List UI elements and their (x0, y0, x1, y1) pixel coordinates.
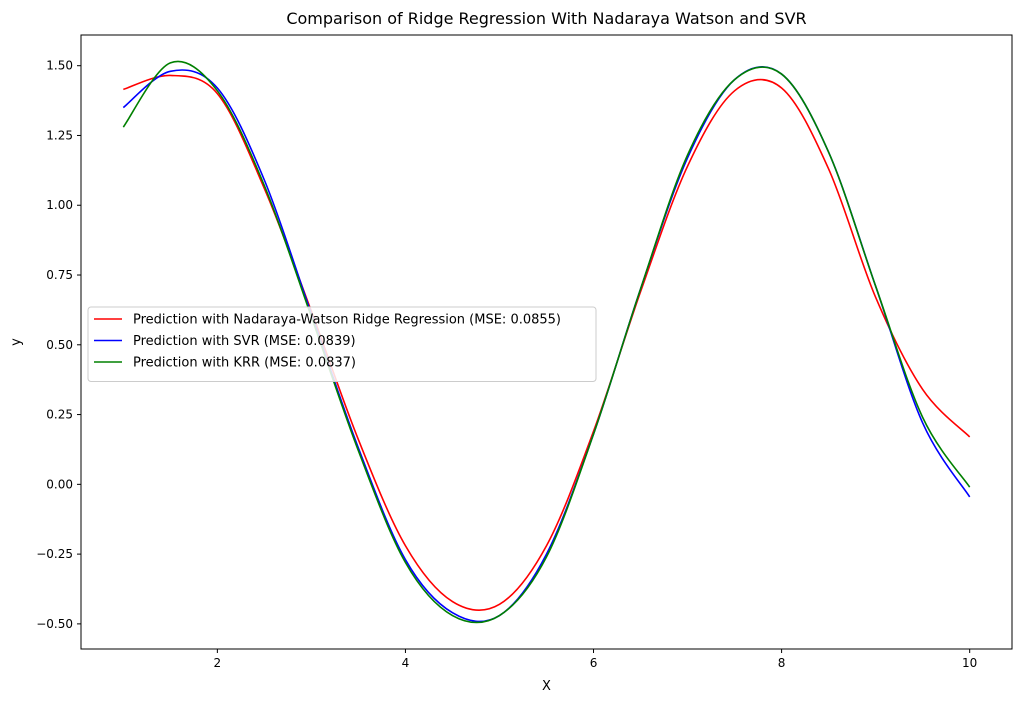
legend-label-svr: Prediction with SVR (MSE: 0.0839) (133, 334, 356, 349)
x-tick-label: 6 (590, 656, 598, 670)
series-line-krr (122, 60, 971, 624)
y-tick-label: −0.25 (36, 547, 73, 561)
y-axis-ticks: −0.50 −0.25 0.00 0.25 0.50 0.75 1.00 1.25 1.50 (36, 59, 81, 631)
y-tick-label: −0.50 (36, 617, 73, 631)
x-axis-ticks: 2 4 6 8 10 (214, 649, 977, 670)
x-tick-label: 2 (214, 656, 222, 670)
y-tick-label: 0.50 (46, 338, 73, 352)
y-tick-label: 1.50 (46, 59, 73, 73)
series-layer (122, 60, 971, 624)
legend-label-krr: Prediction with KRR (MSE: 0.0837) (133, 356, 356, 371)
x-tick-label: 10 (962, 656, 977, 670)
y-tick-label: 0.25 (46, 408, 73, 422)
x-tick-label: 8 (778, 656, 786, 670)
legend-label-nadaraya-watson: Prediction with Nadaraya-Watson Ridge Re… (133, 313, 561, 328)
y-axis-label: y (9, 338, 24, 346)
y-tick-label: 0.00 (46, 477, 73, 491)
y-tick-label: 1.00 (46, 198, 73, 212)
y-tick-label: 1.25 (46, 128, 73, 142)
legend-box (87, 306, 597, 382)
y-tick-label: 0.75 (46, 268, 73, 282)
legend: Prediction with Nadaraya-Watson Ridge Re… (87, 306, 597, 382)
chart-title: Comparison of Ridge Regression With Nada… (286, 9, 806, 28)
x-axis-label: X (542, 679, 551, 694)
x-tick-label: 4 (402, 656, 410, 670)
